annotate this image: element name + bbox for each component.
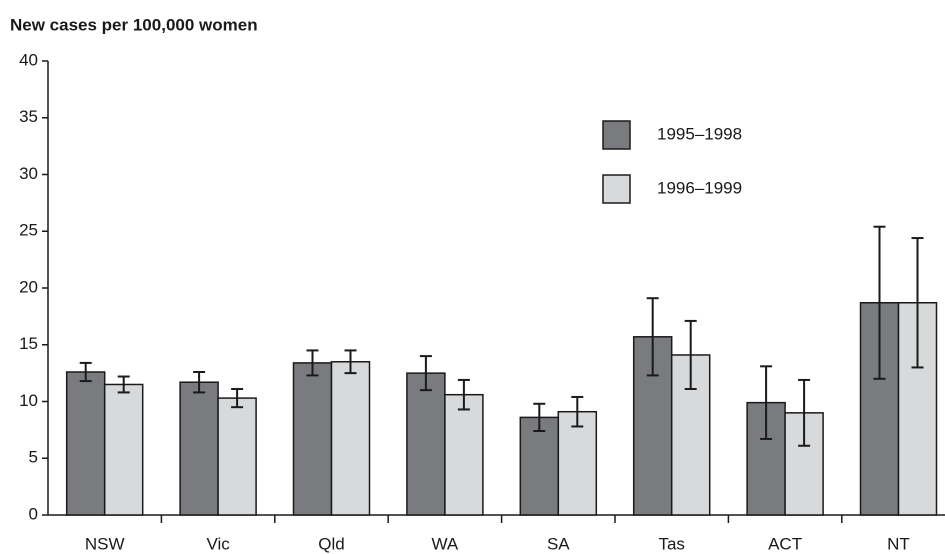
x-tick-label: Vic bbox=[206, 534, 230, 553]
legend-label: 1995–1998 bbox=[657, 124, 742, 143]
y-tick-label: 25 bbox=[19, 221, 38, 240]
x-tick-label: ACT bbox=[768, 534, 802, 553]
error-bar bbox=[117, 375, 130, 394]
x-tick-label: Qld bbox=[318, 534, 344, 553]
error-bar bbox=[231, 388, 244, 409]
legend-label: 1996–1999 bbox=[657, 178, 742, 197]
y-tick-label: 40 bbox=[19, 50, 38, 69]
y-tick-label: 20 bbox=[19, 277, 38, 296]
bar bbox=[444, 393, 484, 516]
error-bar bbox=[344, 349, 357, 375]
y-axis-title: New cases per 100,000 women bbox=[10, 15, 258, 34]
bar bbox=[292, 362, 333, 516]
error-bar bbox=[646, 297, 659, 377]
bar bbox=[330, 361, 371, 516]
bar bbox=[65, 371, 106, 516]
error-bar bbox=[911, 237, 924, 369]
error-bar bbox=[873, 225, 886, 380]
x-tick-label: Tas bbox=[658, 534, 684, 553]
legend-swatch bbox=[602, 174, 631, 204]
x-tick-label: WA bbox=[432, 534, 459, 553]
y-tick-label: 0 bbox=[29, 504, 38, 523]
legend-swatch bbox=[602, 120, 631, 150]
error-bar bbox=[457, 378, 470, 411]
error-bar bbox=[571, 395, 584, 428]
y-tick-label: 5 bbox=[29, 448, 38, 467]
bar bbox=[217, 397, 257, 516]
error-bar bbox=[798, 378, 811, 447]
error-bar bbox=[760, 365, 773, 440]
error-bar bbox=[79, 361, 92, 383]
bar bbox=[179, 381, 219, 516]
x-tick-label: NT bbox=[887, 534, 910, 553]
error-bar bbox=[419, 355, 432, 392]
error-bar bbox=[533, 402, 546, 433]
error-bar bbox=[684, 319, 697, 391]
bar bbox=[519, 416, 560, 516]
bar bbox=[103, 383, 144, 516]
x-tick-label: SA bbox=[547, 534, 570, 553]
error-bar bbox=[193, 370, 206, 394]
y-tick-label: 10 bbox=[19, 391, 38, 410]
y-tick-label: 30 bbox=[19, 164, 38, 183]
error-bar bbox=[306, 349, 319, 377]
y-tick-label: 15 bbox=[19, 334, 38, 353]
x-tick-label: NSW bbox=[85, 534, 125, 553]
y-tick-label: 35 bbox=[19, 107, 38, 126]
bar bbox=[406, 372, 446, 516]
